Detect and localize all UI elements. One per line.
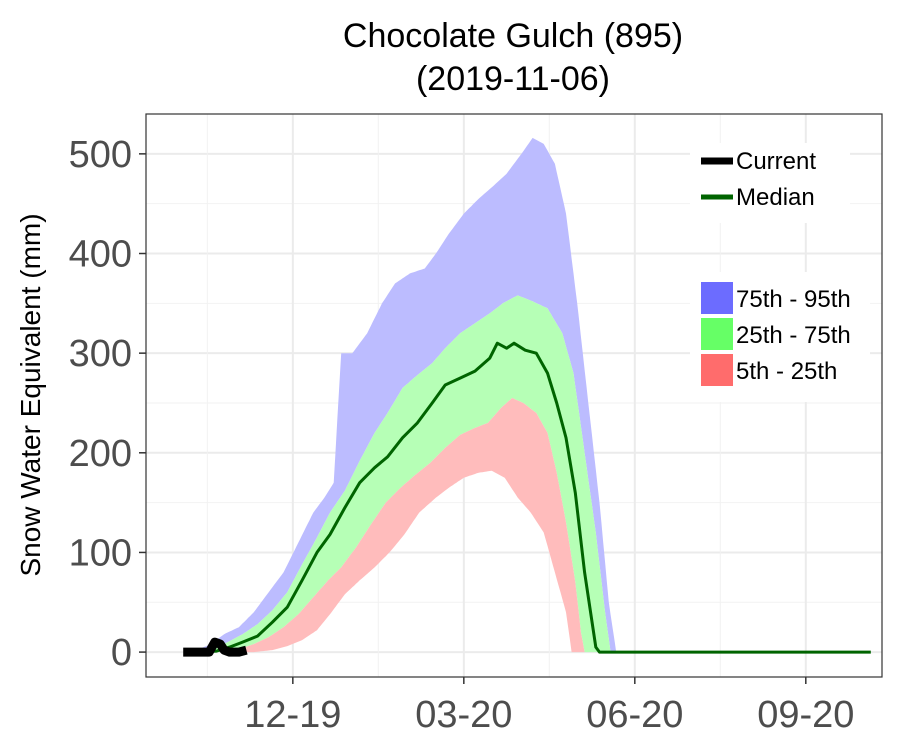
x-tick-label: 03-20 <box>415 694 512 736</box>
plot-border <box>145 113 883 678</box>
band-75th-95th <box>183 137 617 653</box>
legend-label-legend_25_75: 25th - 75th <box>736 322 851 349</box>
y-tick-label: 200 <box>69 433 132 475</box>
median-line <box>196 341 871 654</box>
x-tick-label: 09-20 <box>757 694 854 736</box>
bands <box>183 137 617 653</box>
y-tick-label: 100 <box>69 532 132 574</box>
y-tick-label: 0 <box>111 632 132 674</box>
legend-lines-box <box>690 143 850 223</box>
legend-label-legend_5_25: 5th - 25th <box>736 358 837 385</box>
legend-label-median: Median <box>736 184 815 211</box>
y-axis: 0 100 200 300 400 500 <box>69 134 146 674</box>
x-axis: 12-19 03-20 06-20 09-20 <box>244 677 854 736</box>
x-tick-label: 12-19 <box>244 694 341 736</box>
legend-label-current: Current <box>736 148 816 175</box>
legend-swatch-legend_75_95 <box>701 282 733 314</box>
y-tick-label: 500 <box>69 134 132 176</box>
x-tick-label: 06-20 <box>586 694 683 736</box>
y-tick-label: 400 <box>69 234 132 276</box>
legend-swatch-legend_25_75 <box>701 318 733 350</box>
y-axis-label: Snow Water Equivalent (mm) <box>15 213 46 576</box>
legend-swatch-legend_5_25 <box>701 354 733 386</box>
chart-subtitle: (2019-11-06) <box>416 60 610 98</box>
chart-title: Chocolate Gulch (895) <box>343 17 683 55</box>
legend-bands: 75th - 95th 25th - 75th 5th - 25th <box>690 272 870 402</box>
legend-label-legend_75_95: 75th - 95th <box>736 286 851 313</box>
band-5th-25th <box>220 398 585 653</box>
y-tick-label: 300 <box>69 333 132 375</box>
band-25th-75th <box>196 295 611 653</box>
lines <box>183 341 871 657</box>
legend-lines: Current Median <box>690 143 850 223</box>
current-line <box>183 637 248 657</box>
